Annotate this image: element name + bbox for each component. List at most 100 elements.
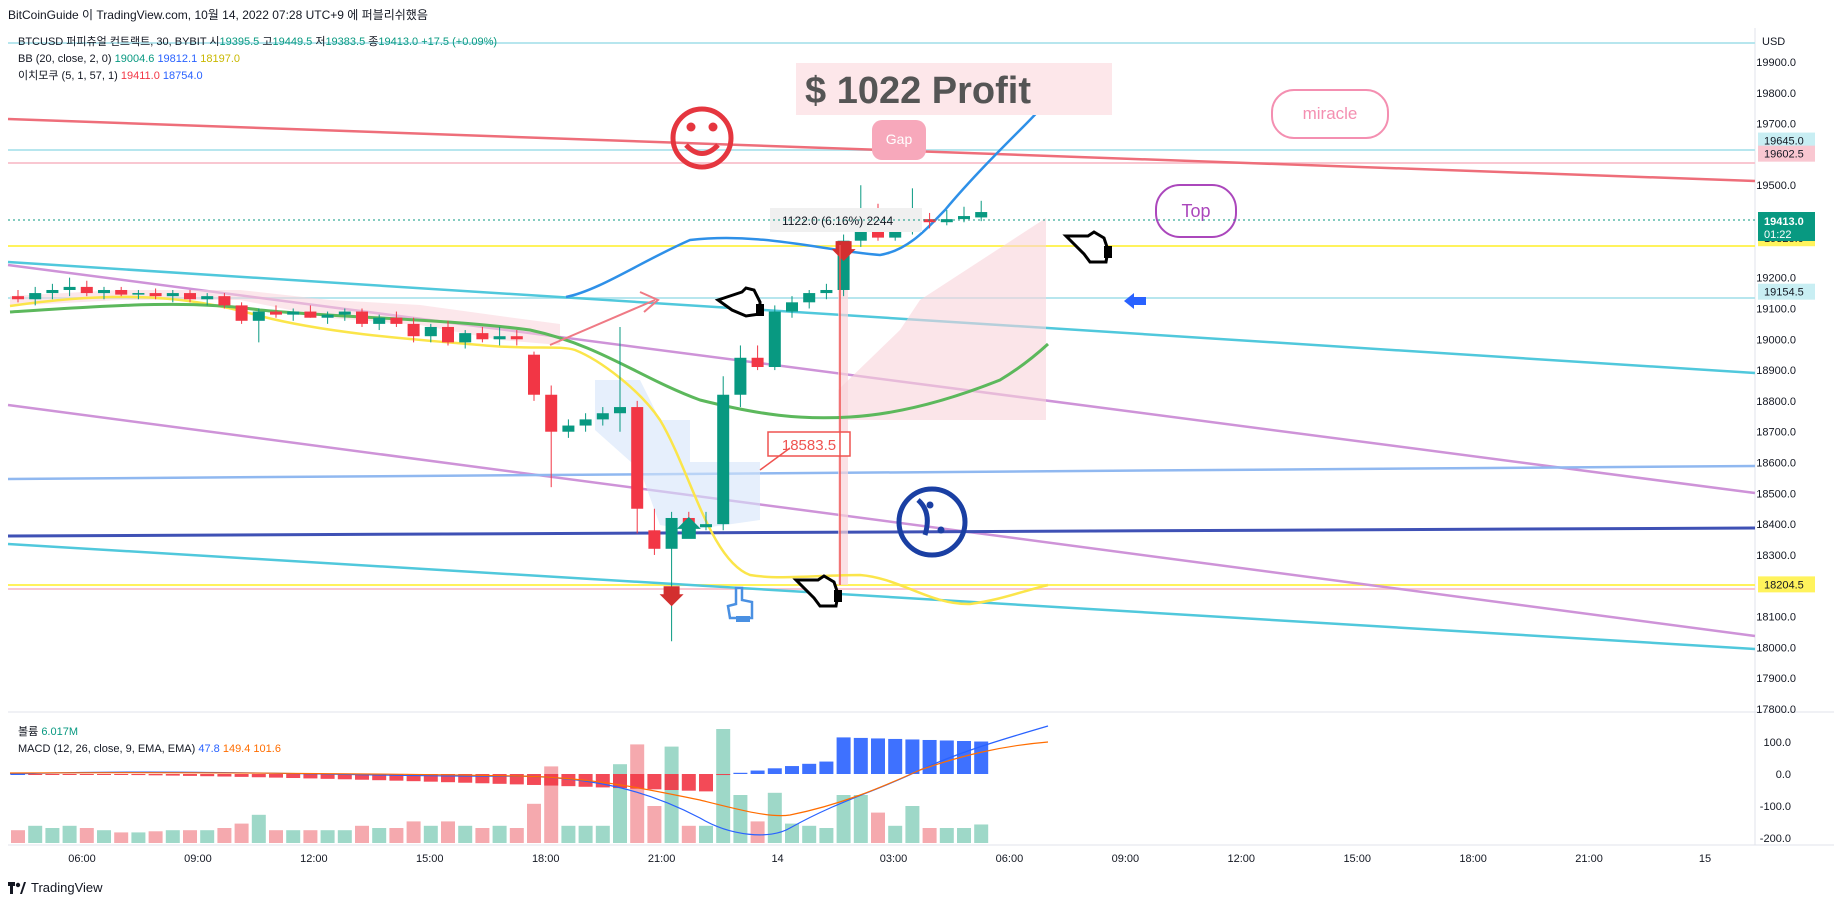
macd-hist-bar [836,737,851,774]
macd-hist-bar [406,774,421,782]
macd-hist-bar [819,761,834,774]
candle-body [700,524,712,528]
candle-body [786,302,798,312]
change-value: +17.5 (+0.09%) [421,36,498,48]
candle-body [287,311,300,315]
volume-bar [871,812,885,843]
signal-line [9,741,1049,817]
candle-body [80,286,93,294]
time-tick-label: 09:00 [1112,853,1140,865]
candle-body [235,305,248,321]
macd-hist-bar [767,768,782,774]
top-bubble [1155,184,1237,238]
gap-text: Gap [886,131,913,147]
last-price-text: 19413.0 [1764,216,1804,228]
red-arrow-head [639,291,660,313]
candle-body [545,394,558,432]
volume-bar [423,825,438,843]
time-tick-label: 15 [1699,853,1711,865]
volume-bar [372,828,387,843]
macd-hist-bar [664,774,679,791]
candle-body [923,219,936,223]
volume-bar [767,792,782,843]
time-axis[interactable]: 06:00 09:00 12:00 15:00 18:00 21:00 14 03:00 06:… [68,853,1711,865]
volume-bar [269,830,283,843]
macd-hist-bar [148,774,163,776]
candle-body [717,394,730,525]
low-value: 19383.5 [325,36,366,48]
candle-body [356,311,368,324]
volume-bar [957,828,971,843]
volume-value: 6.017M [41,726,79,738]
volume-bar [303,830,318,843]
pointing-hand-icon [1062,230,1112,264]
price-tick-label: 19200.0 [1756,273,1796,285]
footer-brand[interactable]: TradingView [8,880,103,895]
ichimoku-v2: 18754.0 [162,70,203,82]
macd-tick-label: 100.0 [1763,737,1791,749]
macd-hist-bar [114,774,129,775]
price-tick-label: 19900.0 [1756,57,1796,69]
macd-hist-bar [97,774,111,775]
volume-bar [286,830,301,843]
low-price-text: 18583.5 [782,437,836,454]
macd-axis: 100.0 0.0 -100.0 -200.0 [1760,737,1791,845]
macd-hist-bar [888,738,903,774]
trend-line-cyan-lower [7,542,1756,651]
footer-brand-text: TradingView [31,880,103,895]
trend-line-cyan-upper [7,260,1756,375]
symbol-label: BTCUSD 퍼피츄얼 컨트랙트, 30, BYBIT [18,36,207,48]
macd-hist-bar [957,741,971,774]
high-value: 19449.5 [272,36,313,48]
time-tick-label: 12:00 [1228,853,1256,865]
volume-bar [595,825,610,843]
price-tick-label: 19700.0 [1756,119,1796,131]
candle-body [648,530,661,549]
ichimoku-v1: 19411.0 [120,70,160,82]
low-price-pointer [759,447,791,471]
volume-bar [733,795,748,843]
volume-bar [888,825,903,843]
candle-body [940,219,953,223]
candle-body [889,228,902,238]
volume-bar [475,828,490,843]
time-tick-label: 21:00 [1575,853,1603,865]
macd-hist-bar [699,774,713,792]
macd-hist-bar [905,739,920,774]
price-tick-label: 18100.0 [1756,612,1796,624]
volume-bar [79,828,94,843]
macd-histogram [11,737,989,792]
volume-bar [62,825,77,843]
macd-hist-bar [544,774,559,786]
pointing-hand-icon [792,574,842,608]
volume-bar [647,806,662,843]
macd-hist-bar [200,774,215,777]
candle-body [132,293,145,295]
macd-hist-bar [939,740,954,774]
time-tick-label: 06:00 [996,853,1024,865]
volume-bar [251,814,266,843]
volume-bar [441,821,455,843]
volume-bar [974,824,989,843]
candle-body [46,289,59,294]
volume-bar [131,832,146,843]
price-axis[interactable]: 19900.0 19800.0 19700.0 19500.0 19200.0 19100… [1756,57,1796,716]
profit-box [796,63,1112,115]
signal-value: 149.4 [222,743,251,755]
price-tick-label: 17900.0 [1756,673,1796,685]
candle-body [442,326,454,343]
candle-body [218,296,231,306]
candle-body [510,336,523,340]
price-tick-label: 18000.0 [1756,642,1796,654]
buy-arrow-icon [676,516,701,539]
last-price-badge: 19413.0 01:22 [1758,212,1815,241]
price-tick-label: 19100.0 [1756,303,1796,315]
macd-hist-bar [733,772,748,774]
miracle-text: miracle [1303,104,1358,123]
macd-hist-bar [131,774,146,776]
candle-body [631,407,644,509]
macd-tick-label: 0.0 [1776,769,1791,781]
macd-hist-bar [337,774,352,780]
volume-bar [922,828,937,843]
